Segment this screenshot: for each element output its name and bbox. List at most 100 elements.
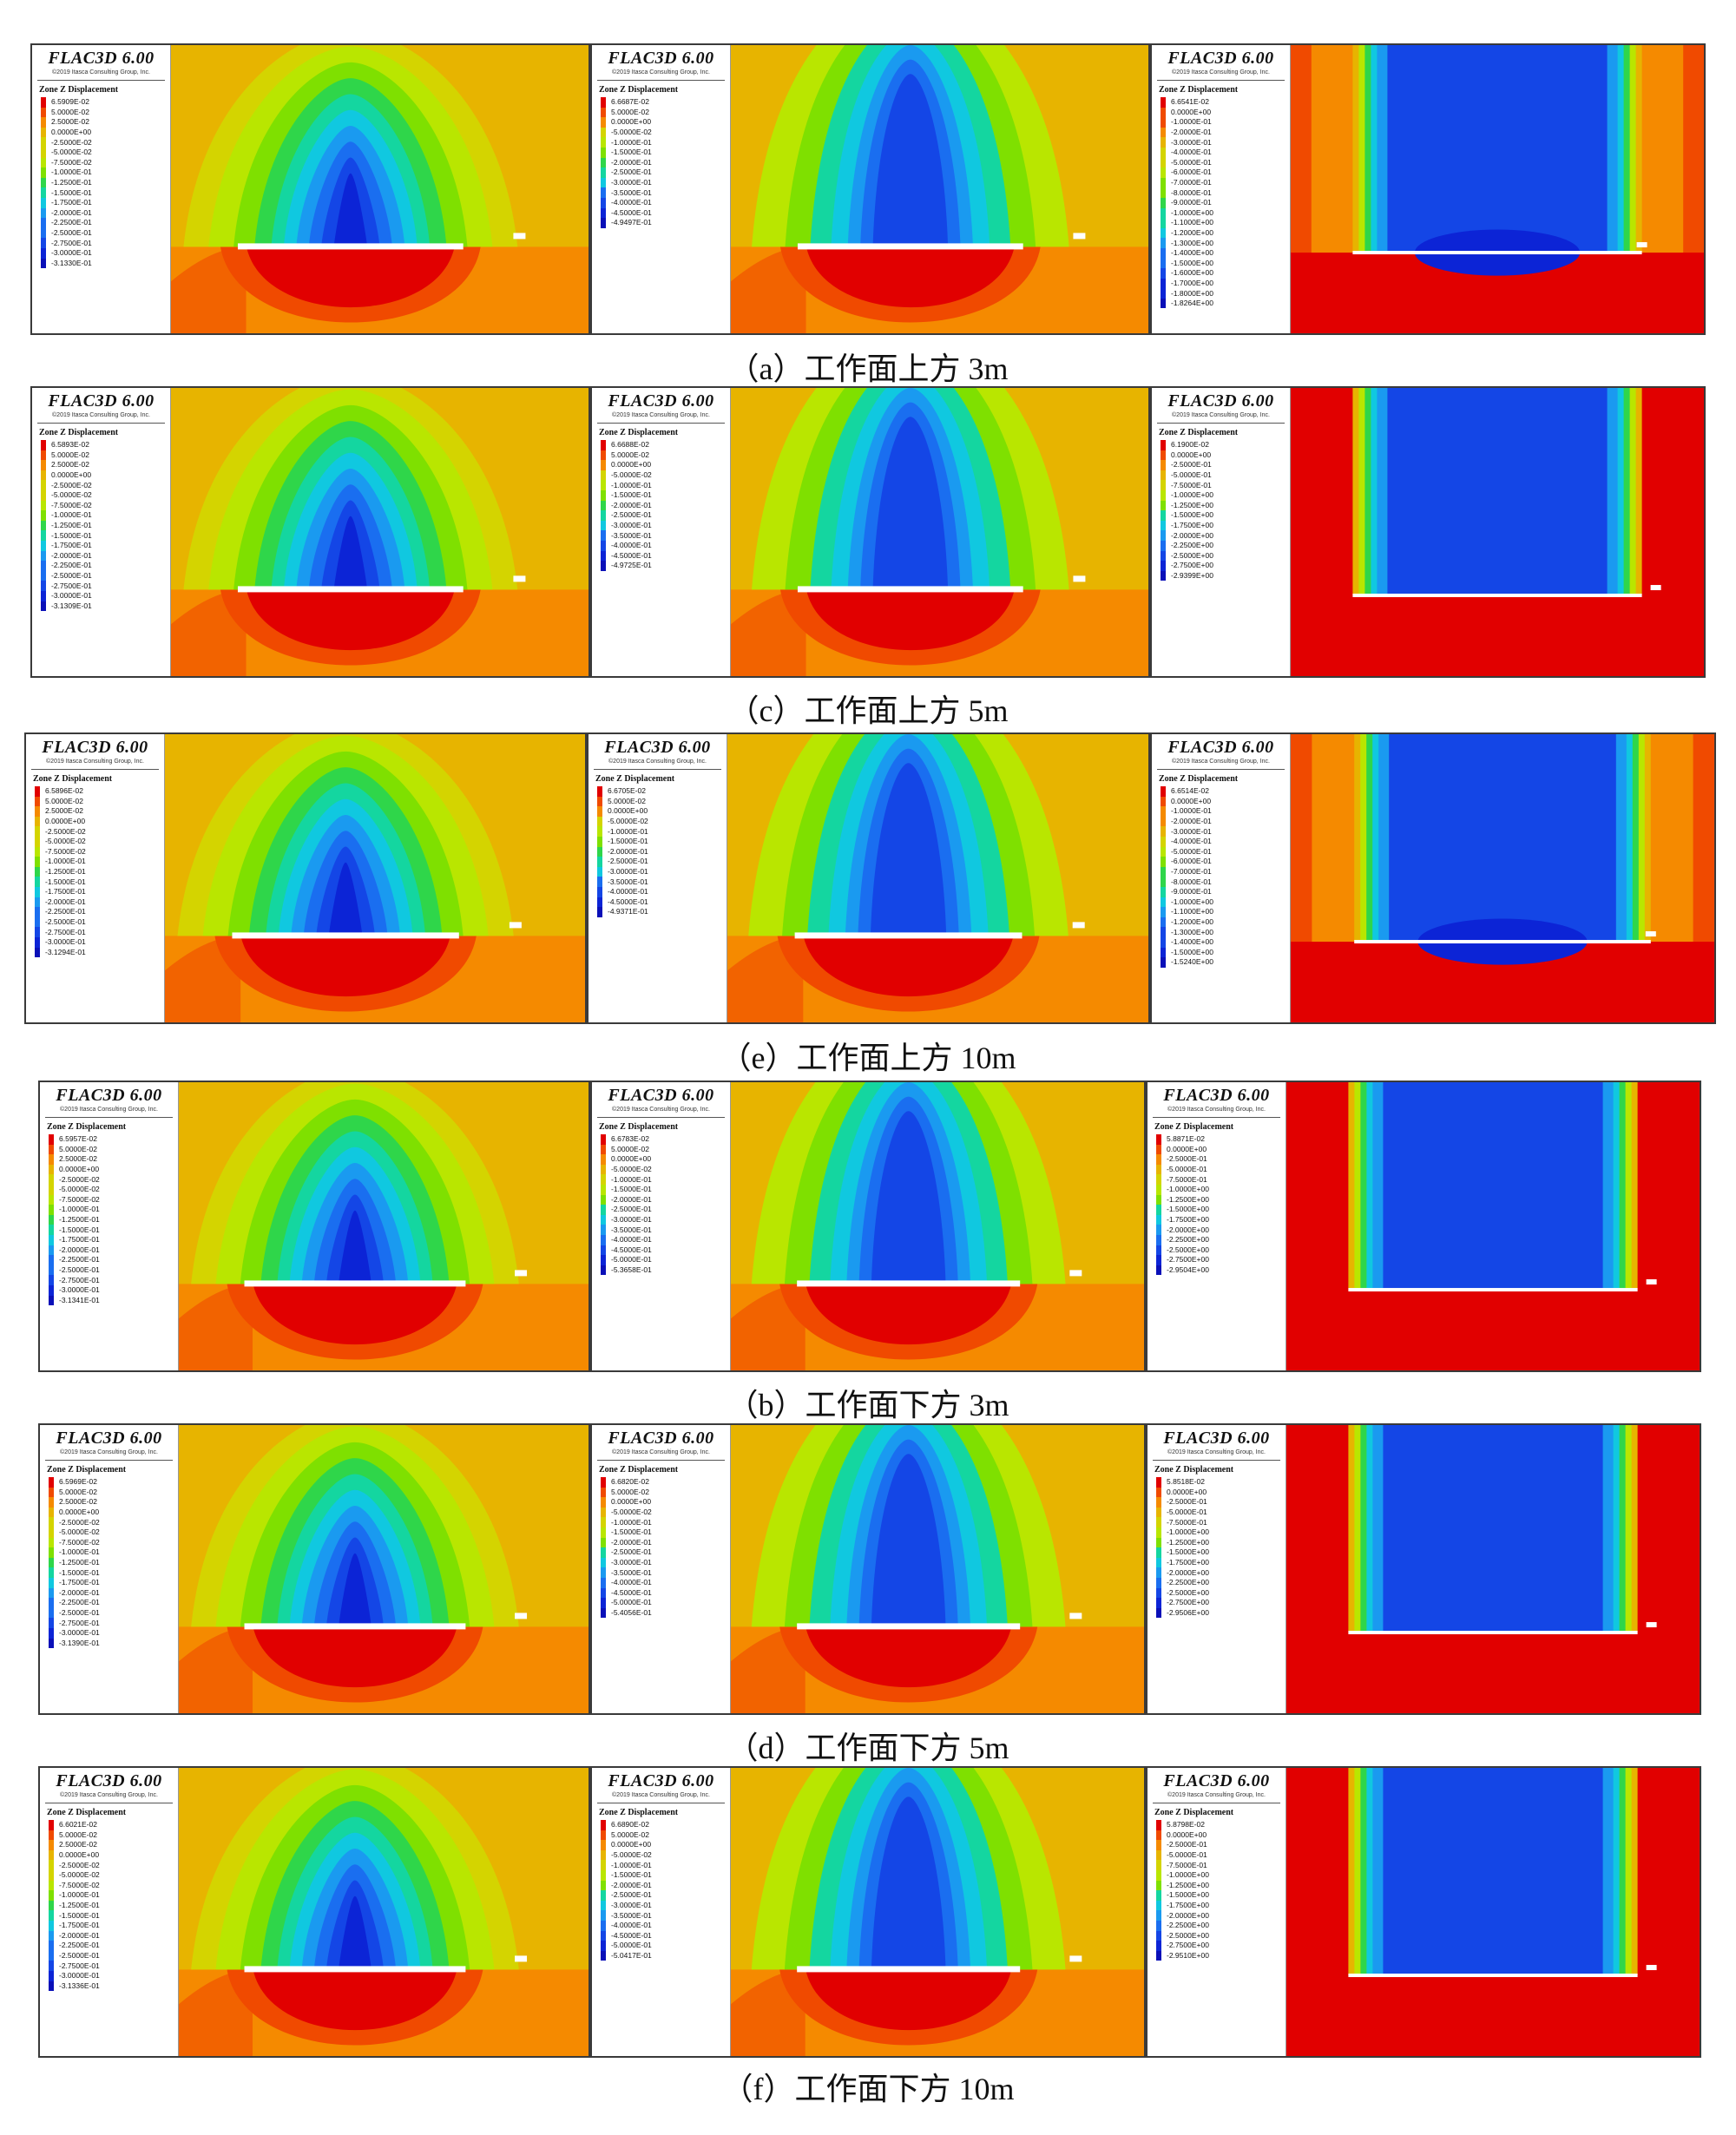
legend-item: -3.1294E-01 <box>35 947 86 958</box>
legend-item: -5.0000E-02 <box>601 1849 652 1861</box>
legend-item: 5.0000E-02 <box>49 1830 100 1841</box>
legend-item: -1.7000E+00 <box>1161 278 1213 289</box>
legend-swatch <box>49 1194 54 1205</box>
legend-swatch <box>1161 570 1166 581</box>
legend-item: -2.5000E-01 <box>601 1205 652 1215</box>
legend-item: -5.0417E-01 <box>601 1950 652 1961</box>
legend-swatch <box>35 816 40 827</box>
legend-swatch <box>49 1941 54 1951</box>
legend-value: -1.0000E-01 <box>608 826 648 836</box>
legend-value: -2.0000E-01 <box>59 1587 100 1597</box>
legend-item: 6.6783E-02 <box>601 1134 652 1145</box>
legend-item: -5.0000E-02 <box>35 836 86 847</box>
legend-swatch <box>49 1577 54 1588</box>
legend-value: -1.1000E+00 <box>1171 218 1213 227</box>
legend-value: -7.5000E-01 <box>1167 1860 1207 1869</box>
legend-item: -7.5000E-02 <box>49 1880 100 1891</box>
legend-item: -3.5000E-01 <box>601 187 652 198</box>
legend-item: -2.0000E-01 <box>41 550 92 562</box>
row-caption: （f）工作面下方 10m <box>721 2072 1015 2106</box>
legend-swatch <box>1156 1910 1161 1921</box>
legend-item: -7.5000E-01 <box>1156 1174 1209 1185</box>
legend-value: -1.0000E-01 <box>1171 806 1212 816</box>
legend-item: 0.0000E+00 <box>49 1849 100 1861</box>
contour-svg <box>731 45 1148 333</box>
legend-item: 5.0000E-02 <box>49 1487 100 1498</box>
contour-svg <box>179 1768 589 2056</box>
legend-title: Zone Z Displacement <box>595 774 675 784</box>
legend-item: -3.0000E-01 <box>49 1627 100 1639</box>
legend-value: 5.0000E-02 <box>59 1830 97 1839</box>
legend-swatch <box>49 1487 54 1498</box>
legend: FLAC3D 6.00 ©2019 Itasca Consulting Group… <box>40 1425 179 1713</box>
copyright-notice: ©2019 Itasca Consulting Group, Inc. <box>612 412 710 418</box>
software-logo: FLAC3D 6.00 <box>604 738 711 757</box>
legend-item: -2.7500E+00 <box>1156 1941 1209 1951</box>
legend-value: -5.0000E-02 <box>608 817 648 826</box>
legend-swatch <box>41 540 46 551</box>
legend-item: -2.5000E-01 <box>601 168 652 178</box>
legend-swatch <box>1161 97 1166 108</box>
legend-value: -5.0000E-01 <box>1171 846 1212 856</box>
goaf-opening <box>244 1280 466 1287</box>
legend-swatch <box>1161 907 1166 917</box>
legend-swatch <box>35 857 40 867</box>
contour-svg <box>731 1082 1144 1370</box>
legend-value: -2.5000E-02 <box>45 826 86 836</box>
legend-item: -1.0000E+00 <box>1161 489 1213 501</box>
copyright-notice: ©2019 Itasca Consulting Group, Inc. <box>1167 1107 1266 1113</box>
divider <box>597 423 725 424</box>
contour-svg <box>1291 45 1704 333</box>
legend-item: 5.0000E-02 <box>601 107 652 118</box>
legend-swatch <box>41 168 46 178</box>
legend-swatch <box>41 197 46 208</box>
legend: FLAC3D 6.00 ©2019 Itasca Consulting Group… <box>592 388 731 676</box>
legend: FLAC3D 6.00 ©2019 Itasca Consulting Group… <box>32 45 171 333</box>
roadway-marker <box>1645 931 1656 937</box>
legend-item: -3.0000E-01 <box>601 1214 652 1225</box>
legend-swatch <box>601 127 606 138</box>
legend-swatch <box>49 1627 54 1639</box>
legend-item: -2.2500E+00 <box>1156 1920 1209 1931</box>
copyright-notice: ©2019 Itasca Consulting Group, Inc. <box>60 1792 158 1798</box>
legend-swatch <box>1156 1214 1161 1225</box>
legend-swatch <box>1161 520 1166 531</box>
row-caption: （d）工作面下方 5m <box>727 1731 1009 1765</box>
left-lobe <box>179 1284 253 1370</box>
legend-swatch <box>1161 470 1166 481</box>
legend-value: 6.6705E-02 <box>608 786 646 796</box>
bowl-inner <box>806 589 1015 651</box>
legend-item: -1.0000E-01 <box>601 1860 652 1870</box>
legend-swatch <box>601 440 606 450</box>
legend-value: -2.5000E-01 <box>611 1205 652 1214</box>
roadway-marker <box>515 1270 528 1277</box>
legend-item: -1.3000E+00 <box>1161 927 1213 937</box>
legend-value: -2.2500E-01 <box>45 907 86 916</box>
legend-swatch <box>601 530 606 541</box>
legend-value: 2.5000E-02 <box>59 1497 97 1507</box>
legend-item: -7.5000E-01 <box>1161 480 1213 490</box>
divider <box>594 769 721 770</box>
roadway-marker <box>513 575 526 582</box>
legend-swatch <box>49 1557 54 1568</box>
legend-title: Zone Z Displacement <box>1159 774 1239 784</box>
legend-value: -3.1390E-01 <box>59 1638 100 1647</box>
legend-item: 6.6687E-02 <box>601 97 652 108</box>
legend-swatch <box>1161 258 1166 269</box>
legend-swatch <box>597 796 602 807</box>
legend-item: -2.5000E+00 <box>1156 1587 1209 1599</box>
legend-swatch <box>49 1869 54 1881</box>
legend-swatch <box>1161 460 1166 470</box>
legend-title: Zone Z Displacement <box>39 428 119 437</box>
legend-value: -2.5000E-01 <box>611 1890 652 1900</box>
legend-item: -4.0000E-01 <box>601 197 652 208</box>
legend-swatch <box>41 207 46 219</box>
goaf-opening <box>237 586 464 593</box>
contour-svg <box>1286 1768 1700 2056</box>
legend-item: -2.7500E+00 <box>1156 1598 1209 1608</box>
displacement-contour-plot <box>171 45 589 333</box>
legend-item: -7.5000E-01 <box>1156 1517 1209 1527</box>
legend-value: -1.2500E+00 <box>1171 500 1213 509</box>
legend-value: -7.5000E-02 <box>59 1880 100 1889</box>
legend-value: -2.5000E+00 <box>1171 550 1213 560</box>
